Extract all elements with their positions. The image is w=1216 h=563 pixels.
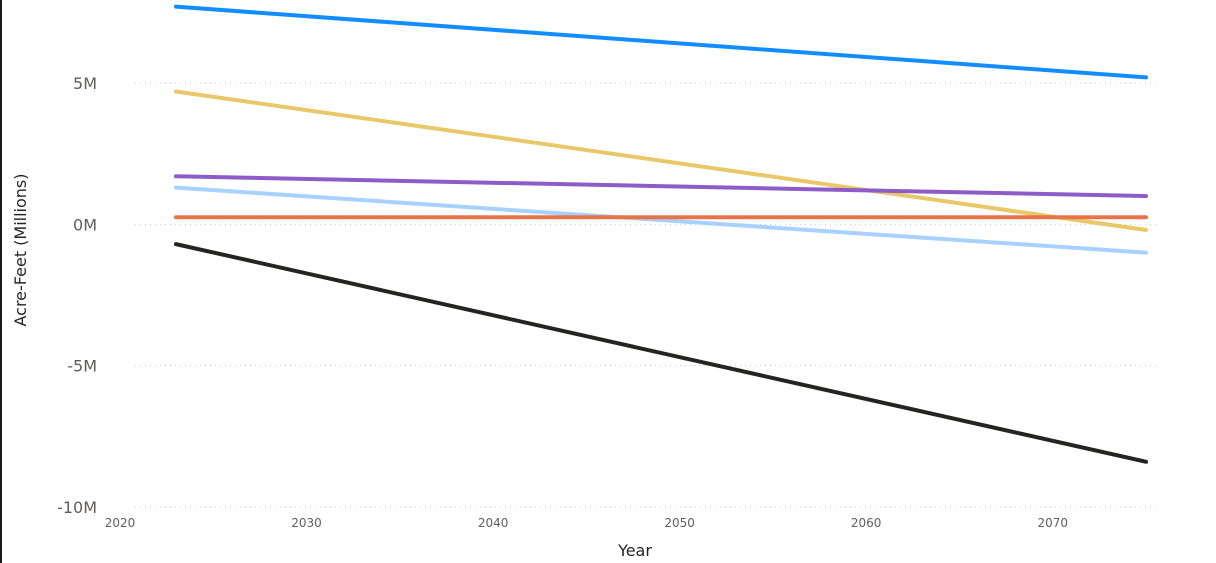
gridlines <box>135 82 1160 508</box>
series-line-2[interactable] <box>173 89 1148 232</box>
x-tick-label: 2030 <box>291 516 322 530</box>
x-tick-label: 2020 <box>105 516 136 530</box>
x-tick-label: 2050 <box>664 516 695 530</box>
series-line-1[interactable] <box>173 4 1148 80</box>
x-tick-label: 2040 <box>478 516 509 530</box>
y-tick-label: -10M <box>57 498 97 517</box>
series-line-4[interactable] <box>173 185 1148 255</box>
series-line-3[interactable] <box>173 174 1148 199</box>
y-tick-label: -5M <box>67 357 97 376</box>
series-line-6[interactable] <box>173 242 1148 464</box>
series-lines <box>173 4 1148 464</box>
y-axis-title: Acre-Feet (Millions) <box>11 173 30 326</box>
y-tick-label: 5M <box>73 74 97 93</box>
x-tick-label: 2070 <box>1037 516 1068 530</box>
y-axis-ticks: 5M 0M -5M -10M <box>57 74 97 517</box>
y-tick-label: 0M <box>73 215 97 234</box>
x-axis-ticks: 2020 2030 2040 2050 2060 2070 <box>105 516 1068 530</box>
x-axis-title: Year <box>617 541 652 560</box>
x-tick-label: 2060 <box>851 516 882 530</box>
